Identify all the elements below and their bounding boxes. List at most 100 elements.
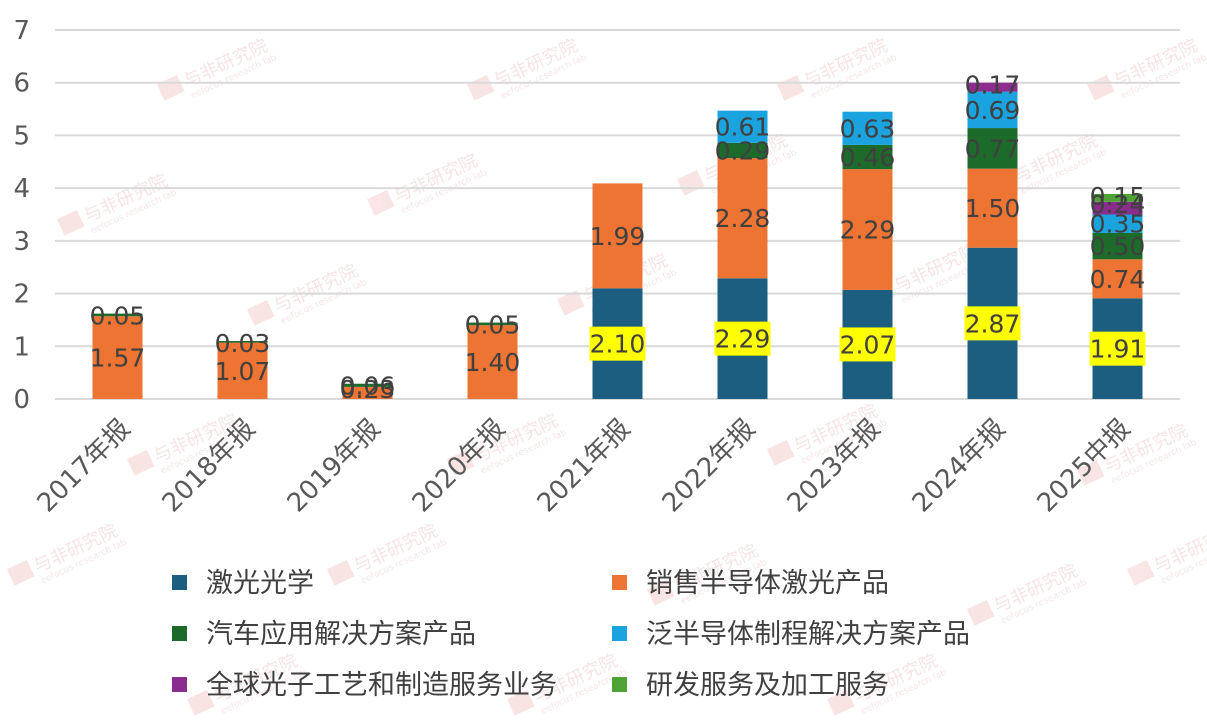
data-label: 1.99 [590,222,646,251]
watermark-logo-icon [646,579,675,606]
data-label: 0.06 [340,372,396,401]
y-tick-label: 0 [13,385,30,415]
y-tick-label: 4 [13,174,30,204]
watermark-logo-icon [246,299,275,326]
legend-swatch [172,575,187,590]
data-labels: 1.57 0.05 1.070.03 0.230.06 1.40 0.05 2.10 1.99… [90,71,1146,404]
legend-swatch [612,575,627,590]
x-tick-label: 2022年报 [657,414,762,519]
data-label: 0.05 [90,302,146,331]
bar-segment [967,168,1018,248]
data-label: 2.07 [840,330,896,359]
watermark-logo-icon [56,209,85,236]
bar-segment [1092,232,1143,260]
data-label: 0.29 [715,136,771,165]
data-label: 0.24 [1090,190,1146,219]
watermark-logo-icon [366,189,395,216]
bar-segment [1092,193,1143,202]
data-label: 0.35 [1090,210,1146,239]
bar-segment [92,316,143,399]
bar-segment [967,128,1018,169]
watermark-logo-icon [676,169,705,196]
bar-segment [967,82,1018,92]
watermark-logo-icon [446,449,475,476]
bar-segment [217,342,268,399]
bar-segment [217,341,268,343]
watermark-logo-icon [826,689,855,716]
watermark-logo-icon [326,559,355,586]
watermark-logo-icon [966,599,995,626]
data-label: 1.50 [965,194,1021,223]
data-label: 0.46 [840,143,896,172]
data-label: 1.07 [215,357,271,386]
bar-segment [842,144,893,170]
x-tick-label: 2024年报 [907,414,1012,519]
bar-segment [342,386,393,399]
data-label: 1.91 [1090,335,1146,364]
legend-label: 泛半导体制程解决方案产品 [646,619,970,650]
bar-segment [842,111,893,145]
watermark-logo-icon [126,449,155,476]
data-label: 2.28 [715,204,771,233]
bar-segment [342,383,393,387]
bar-segment [842,169,893,290]
data-label-highlight [589,326,646,361]
data-label-highlight [964,306,1021,341]
bar-segment [1092,259,1143,299]
data-label: 0.23 [340,375,396,404]
y-tick-label: 5 [13,121,30,151]
watermark-logo-icon [776,74,805,101]
data-label-highlight [839,327,896,362]
watermark-logo-icon [186,689,215,716]
bar-segment [92,313,143,317]
data-label: 2.87 [965,309,1021,338]
data-label: 0.15 [1090,182,1146,211]
legend-swatch [612,626,627,641]
watermark-logo-icon [1076,459,1105,486]
legend-label: 汽车应用解决方案产品 [206,619,476,650]
bar-segment [592,183,643,289]
data-label: 0.03 [215,329,271,358]
data-label: 1.40 [465,348,521,377]
data-label-highlight [714,321,771,356]
legend-swatch [172,677,187,692]
legend-label: 激光光学 [206,568,314,599]
data-label: 0.50 [1090,232,1146,261]
watermark-logo-icon [506,689,535,716]
bar-segment [1092,214,1143,233]
data-label-highlight [1089,331,1146,366]
legend-swatch [612,677,627,692]
legend-swatch [172,626,187,641]
x-tick-label: 2019年报 [282,414,387,519]
data-label: 0.05 [465,311,521,340]
data-label: 1.57 [90,344,146,373]
y-tick-label: 1 [13,332,30,362]
data-label: 0.61 [715,113,771,142]
watermark-logo-icon [1126,559,1155,586]
data-label: 0.17 [965,71,1021,100]
data-label: 0.74 [1090,265,1146,294]
data-label: 2.29 [840,216,896,245]
watermark-logo-icon [156,74,185,101]
data-label: 2.10 [590,330,646,359]
data-label: 2.29 [715,325,771,354]
watermark-logo-icon [1086,74,1115,101]
legend-label: 销售半导体激光产品 [646,568,889,599]
data-label: 0.69 [965,96,1021,125]
y-tick-label: 2 [13,280,30,310]
y-tick-label: 3 [13,227,30,257]
y-axis: 0 1 2 3 4 5 6 7 [13,16,30,415]
watermark-logo-icon [766,439,795,466]
bar-segment [717,110,768,143]
bar-segment [717,142,768,159]
